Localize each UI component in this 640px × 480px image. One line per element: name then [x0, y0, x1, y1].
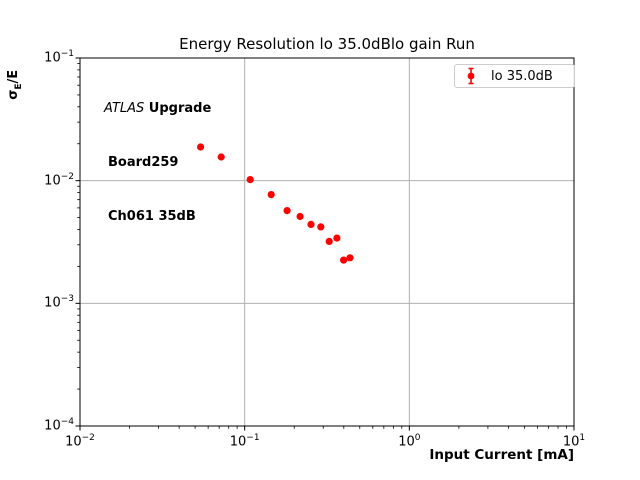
data-point — [246, 176, 254, 184]
x-tick-label: 101 — [562, 433, 586, 450]
data-point — [296, 212, 304, 221]
data-point — [333, 234, 341, 242]
annotation-line-3: Ch061 35dB — [108, 209, 196, 224]
plot-annotation: ATLAS Upgrade Board259 Ch061 35dB — [104, 64, 211, 262]
x-axis-label: Input Current [mA] — [429, 447, 574, 463]
data-point — [307, 220, 315, 228]
y-tick-label: 10−1 — [44, 49, 74, 66]
legend-errorbar-icon — [467, 67, 475, 85]
y-axis-label: σE/E — [6, 69, 24, 100]
chart-title: Energy Resolution lo 35.0dBlo gain Run — [179, 35, 475, 53]
data-point — [267, 191, 275, 199]
axes-spines — [79, 57, 575, 427]
annotation-line-1: ATLAS Upgrade — [104, 100, 211, 118]
data-point — [283, 207, 291, 215]
data-point — [346, 254, 354, 262]
y-tick-label: 10−3 — [44, 294, 74, 311]
data-point — [340, 256, 348, 264]
y-tick-label: 10−4 — [44, 417, 74, 434]
data-point — [197, 143, 205, 151]
x-tick-label: 10−2 — [65, 433, 95, 450]
data-point — [317, 223, 325, 231]
legend-entry-label: lo 35.0dB — [491, 68, 553, 84]
y-tick-label: 10−2 — [44, 171, 74, 188]
data-point — [217, 153, 225, 161]
legend-box: lo 35.0dB — [454, 64, 575, 88]
x-tick-label: 10−1 — [229, 433, 260, 450]
data-point — [325, 237, 333, 245]
annotation-upgrade: Upgrade — [144, 101, 212, 116]
annotation-atlas: ATLAS — [104, 101, 145, 116]
x-tick-label: 100 — [398, 433, 421, 450]
annotation-line-2: Board259 — [108, 155, 179, 170]
